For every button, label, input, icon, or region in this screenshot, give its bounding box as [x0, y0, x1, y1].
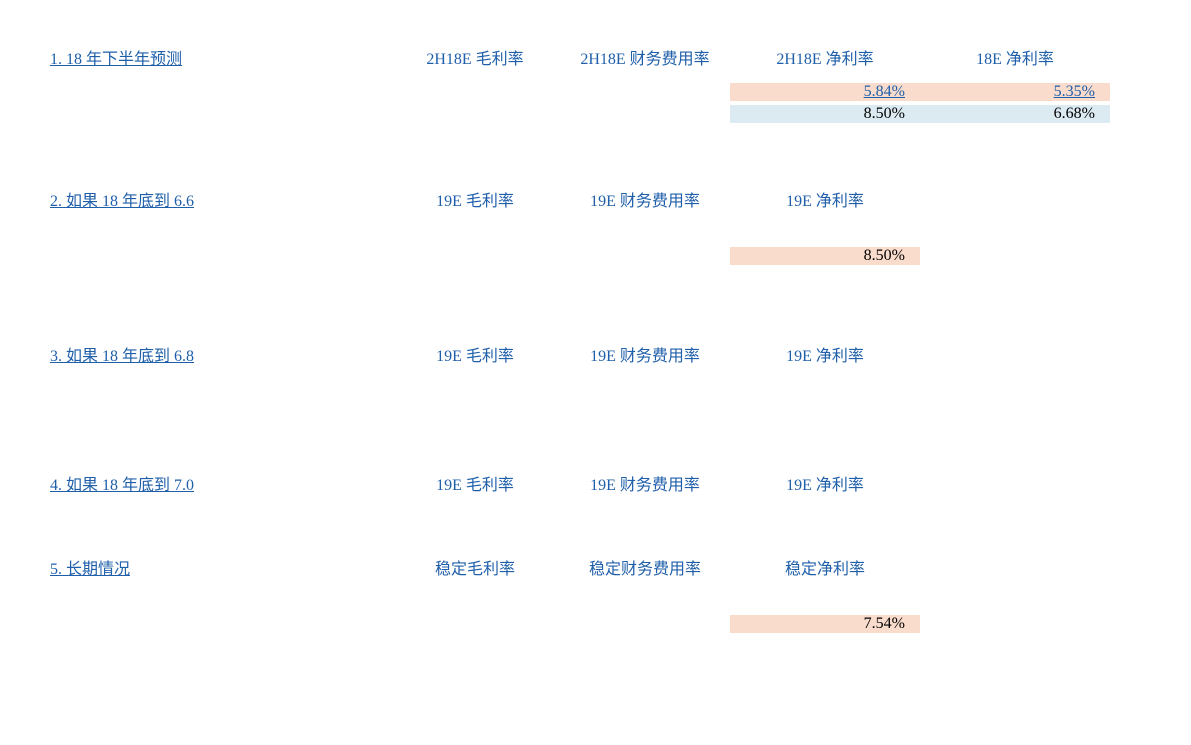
col-header-gross-margin: 19E 毛利率 [390, 471, 560, 495]
section-3-header-row: 3. 如果 18 年底到 6.8 19E 毛利率 19E 财务费用率 19E 净… [50, 342, 1141, 366]
section-4: 4. 如果 18 年底到 7.0 19E 毛利率 19E 财务费用率 19E 净… [50, 471, 1141, 495]
section-5-title: 5. 长期情况 [50, 555, 390, 579]
data-cell: 7.54% [730, 615, 920, 633]
section-4-title: 4. 如果 18 年底到 7.0 [50, 471, 390, 495]
section-3: 3. 如果 18 年底到 6.8 19E 毛利率 19E 财务费用率 19E 净… [50, 342, 1141, 366]
data-cell: 8.50% [730, 105, 920, 123]
col-header-gross-margin: 19E 毛利率 [390, 187, 560, 211]
section-1-title: 1. 18 年下半年预测 [50, 45, 390, 69]
section-2-header-row: 2. 如果 18 年底到 6.6 19E 毛利率 19E 财务费用率 19E 净… [50, 187, 1141, 211]
data-cell: 5.84% [730, 83, 920, 101]
section-2-row-1: 8.50% [50, 245, 1141, 267]
col-header-stable-net: 稳定净利率 [730, 555, 920, 579]
col-header-finance-cost: 19E 财务费用率 [560, 187, 730, 211]
value-link: 5.35% [1054, 83, 1095, 100]
value-link: 5.84% [864, 83, 905, 100]
col-header-finance-cost: 2H18E 财务费用率 [560, 45, 730, 69]
col-header-stable-gross: 稳定毛利率 [390, 555, 560, 579]
data-cell: 5.35% [920, 83, 1110, 101]
col-header-net-margin: 19E 净利率 [730, 342, 920, 366]
data-cell: 6.68% [920, 105, 1110, 123]
col-header-net-margin: 19E 净利率 [730, 187, 920, 211]
col-header-gross-margin: 2H18E 毛利率 [390, 45, 560, 69]
section-5: 5. 长期情况 稳定毛利率 稳定财务费用率 稳定净利率 7.54% [50, 555, 1141, 635]
section-2: 2. 如果 18 年底到 6.6 19E 毛利率 19E 财务费用率 19E 净… [50, 187, 1141, 267]
col-header-gross-margin: 19E 毛利率 [390, 342, 560, 366]
col-header-net-margin: 19E 净利率 [730, 471, 920, 495]
section-3-title: 3. 如果 18 年底到 6.8 [50, 342, 390, 366]
section-1-row-1: 5.84% 5.35% [50, 81, 1141, 103]
section-4-header-row: 4. 如果 18 年底到 7.0 19E 毛利率 19E 财务费用率 19E 净… [50, 471, 1141, 495]
section-5-row-1: 7.54% [50, 613, 1141, 635]
section-2-row-empty [50, 223, 1141, 245]
col-header-finance-cost: 19E 财务费用率 [560, 342, 730, 366]
col-header-net-margin-18e: 18E 净利率 [920, 45, 1110, 69]
section-1-header-row: 1. 18 年下半年预测 2H18E 毛利率 2H18E 财务费用率 2H18E… [50, 45, 1141, 69]
col-header-finance-cost: 19E 财务费用率 [560, 471, 730, 495]
section-5-row-empty [50, 591, 1141, 613]
col-header-net-margin-2h: 2H18E 净利率 [730, 45, 920, 69]
section-1: 1. 18 年下半年预测 2H18E 毛利率 2H18E 财务费用率 2H18E… [50, 45, 1141, 125]
data-cell: 8.50% [730, 247, 920, 265]
col-header-stable-finance: 稳定财务费用率 [560, 555, 730, 579]
section-1-row-2: 8.50% 6.68% [50, 103, 1141, 125]
section-5-header-row: 5. 长期情况 稳定毛利率 稳定财务费用率 稳定净利率 [50, 555, 1141, 579]
section-2-title: 2. 如果 18 年底到 6.6 [50, 187, 390, 211]
